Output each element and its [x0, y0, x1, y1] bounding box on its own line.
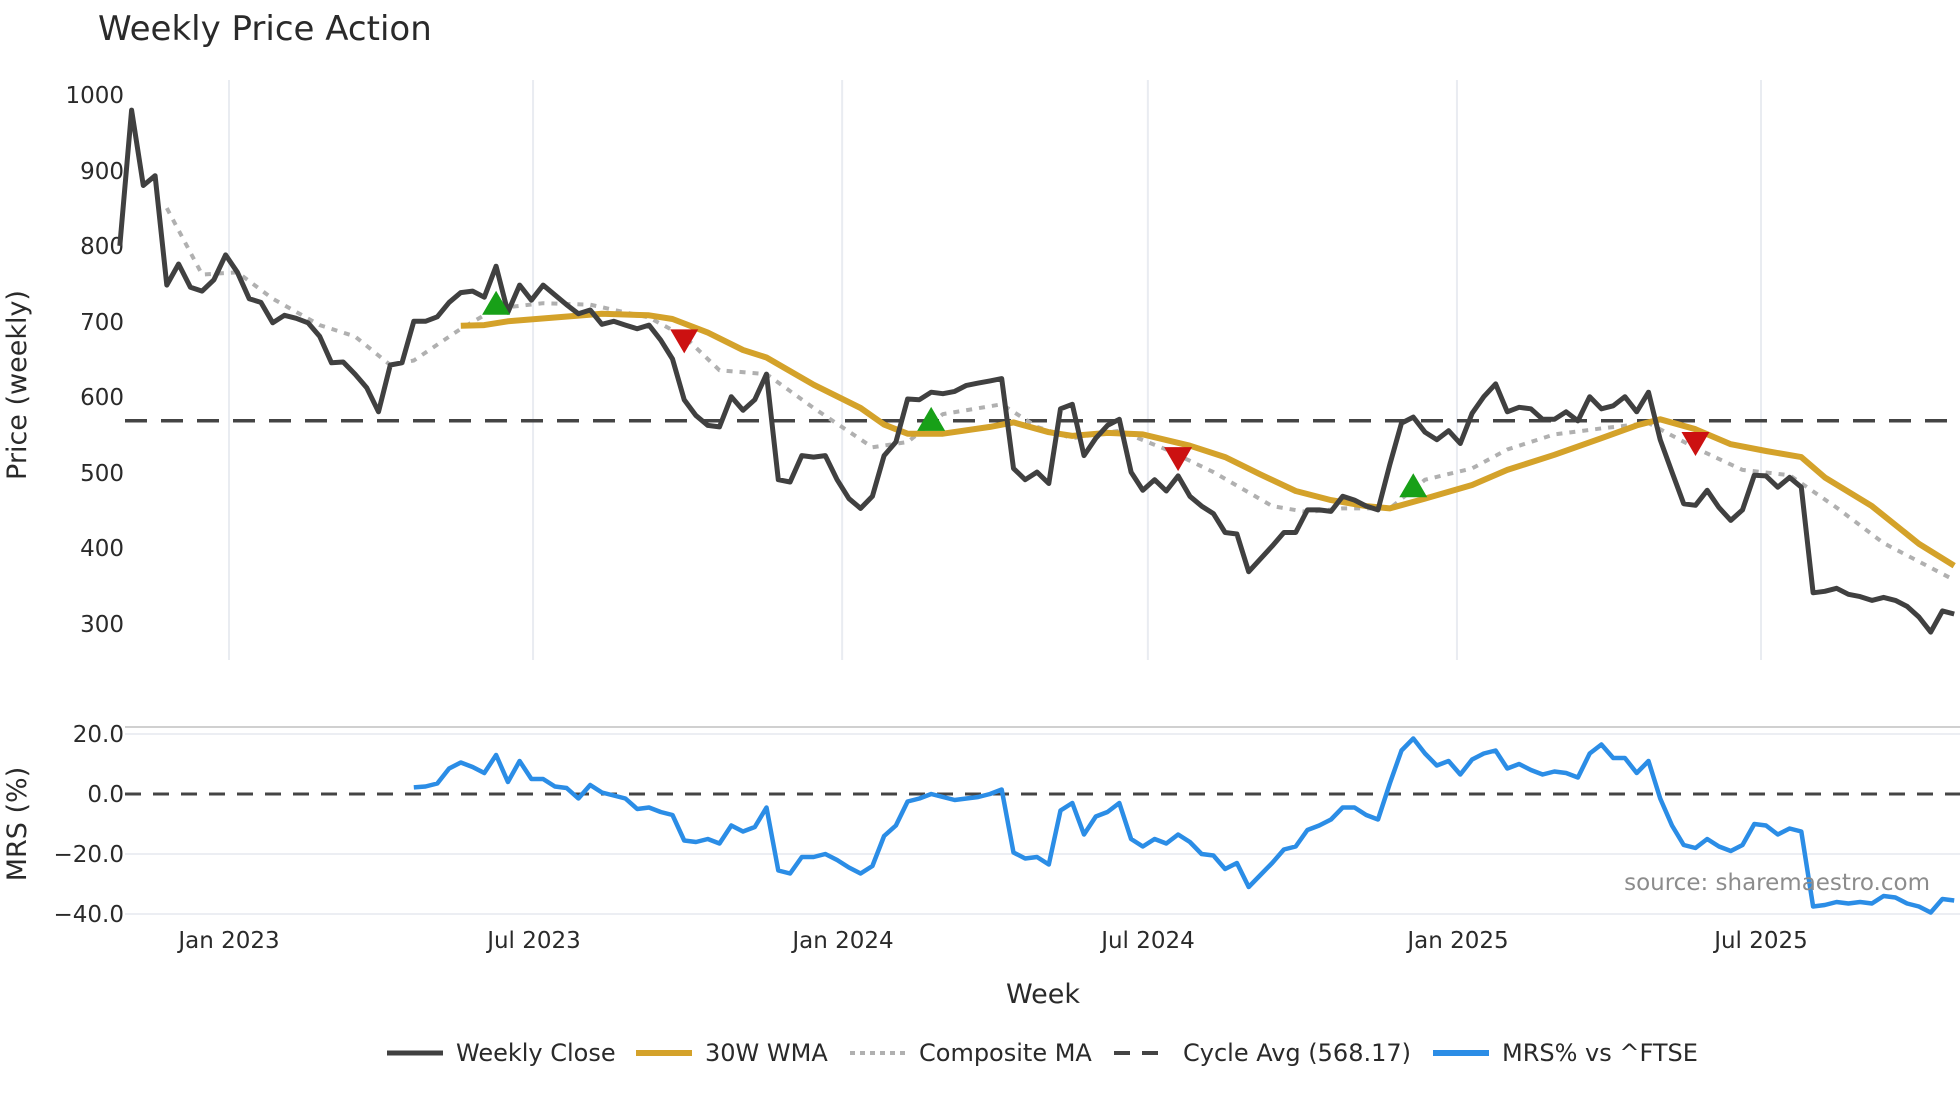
price-tick: 700: [80, 310, 124, 336]
source-note: source: sharemaestro.com: [1624, 870, 1930, 896]
legend-label: Cycle Avg (568.17): [1183, 1039, 1411, 1067]
legend: Weekly Close 30W WMA Composite MA Cycle …: [387, 1039, 1698, 1067]
x-tick: Jul 2023: [485, 928, 581, 954]
legend-item-cycle-avg[interactable]: Cycle Avg (568.17): [1114, 1039, 1411, 1067]
buy-signal-icon: [1399, 473, 1428, 498]
composite-ma-line: [165, 207, 1956, 582]
price-tick: 800: [80, 234, 124, 260]
weekly-close-line: [117, 107, 1955, 635]
mrs-axis-title: MRS (%): [2, 767, 33, 882]
price-axis-title: Price (weekly): [2, 290, 33, 480]
legend-label: Composite MA: [919, 1039, 1092, 1067]
legend-label: Weekly Close: [456, 1039, 616, 1067]
mrs-y-axis: 20.0 0.0 −20.0 −40.0: [54, 722, 124, 928]
sell-signal-icon: [670, 329, 699, 354]
legend-item-weekly-close[interactable]: Weekly Close: [387, 1039, 616, 1067]
price-gridlines: [228, 80, 1762, 660]
x-tick: Jan 2024: [790, 928, 893, 954]
x-axis: Jan 2023 Jul 2023 Jan 2024 Jul 2024 Jan …: [176, 928, 1807, 954]
wma-line: [460, 310, 1956, 569]
legend-label: MRS% vs ^FTSE: [1502, 1039, 1698, 1067]
mrs-line: [413, 736, 1955, 915]
sell-signal-icon: [1164, 447, 1193, 472]
price-tick: 600: [80, 385, 124, 411]
x-tick: Jan 2023: [176, 928, 279, 954]
mrs-tick: −20.0: [54, 842, 124, 868]
mrs-tick: 0.0: [87, 782, 124, 808]
mrs-tick: 20.0: [73, 722, 124, 748]
legend-label: 30W WMA: [705, 1039, 828, 1067]
x-tick: Jul 2025: [1712, 928, 1808, 954]
chart-title: Weekly Price Action: [98, 9, 432, 49]
price-tick: 500: [80, 461, 124, 487]
price-y-axis: 1000 900 800 700 600 500 400 300: [65, 83, 124, 638]
buy-signal-icon: [917, 406, 946, 431]
x-axis-title: Week: [1006, 979, 1080, 1010]
price-tick: 900: [80, 159, 124, 185]
price-tick: 1000: [65, 83, 124, 109]
mrs-gridlines: [125, 726, 1960, 915]
sell-signal-icon: [1681, 431, 1710, 456]
legend-item-composite-ma[interactable]: Composite MA: [850, 1039, 1092, 1067]
price-plot-area: [117, 107, 1960, 635]
x-tick: Jan 2025: [1405, 928, 1508, 954]
mrs-tick: −40.0: [54, 902, 124, 928]
buy-signal-icon: [482, 290, 511, 315]
price-tick: 400: [80, 536, 124, 562]
price-tick: 300: [80, 612, 124, 638]
legend-item-30w-wma[interactable]: 30W WMA: [636, 1039, 828, 1067]
mrs-plot-area: [125, 736, 1960, 915]
x-tick: Jul 2024: [1099, 928, 1195, 954]
legend-item-mrs[interactable]: MRS% vs ^FTSE: [1433, 1039, 1698, 1067]
